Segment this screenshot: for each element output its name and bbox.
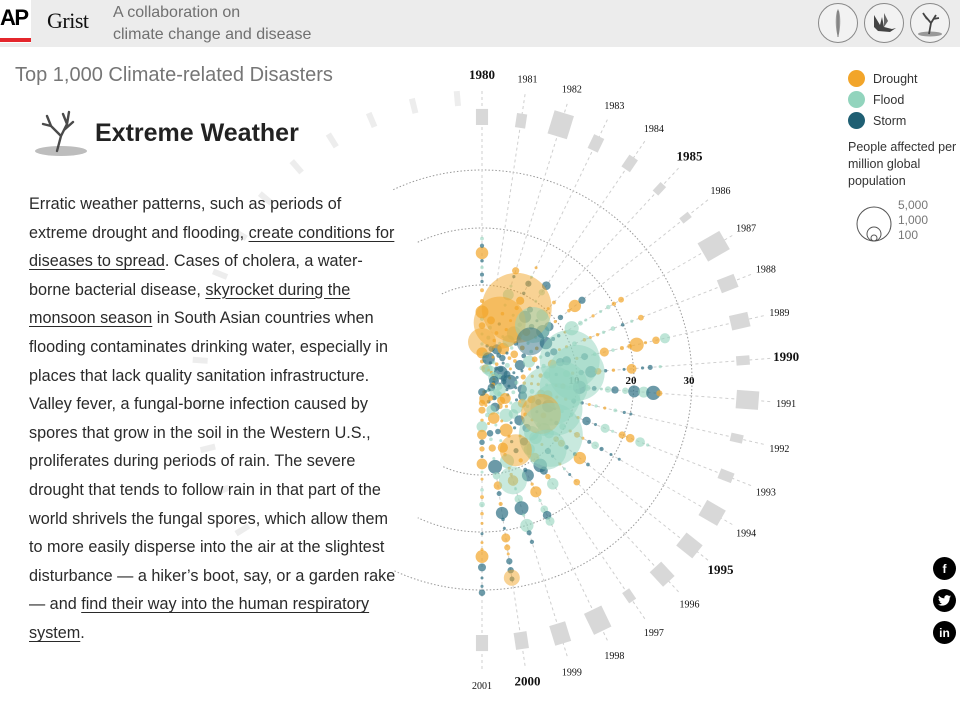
ap-logo-underline: [0, 38, 31, 42]
svg-text:1988: 1988: [756, 265, 776, 276]
article-body: Erratic weather patterns, such as period…: [29, 190, 399, 648]
svg-text:1986: 1986: [710, 186, 730, 197]
section-nav: [818, 3, 950, 43]
section-title: Top 1,000 Climate-related Disasters: [15, 64, 333, 86]
grist-logo[interactable]: Grist: [47, 8, 89, 33]
svg-text:1990: 1990: [773, 349, 799, 364]
link-respiratory-system[interactable]: find their way into the human respirator…: [29, 595, 370, 642]
svg-text:1985: 1985: [676, 148, 703, 163]
link-skyrocket-monsoon[interactable]: skyrocket during the monsoon season: [29, 280, 351, 328]
nav-bird-button[interactable]: [864, 3, 904, 43]
ap-logo[interactable]: AP: [0, 0, 31, 43]
size-label-1000: 1,000: [898, 213, 929, 227]
svg-text:1991: 1991: [776, 399, 796, 410]
svg-text:2000: 2000: [514, 674, 540, 689]
svg-text:1995: 1995: [707, 562, 734, 577]
nav-feather-button[interactable]: [818, 3, 858, 43]
svg-text:2001: 2001: [472, 681, 492, 692]
facebook-share-button[interactable]: f: [933, 557, 956, 580]
flood-swatch-icon: [848, 91, 865, 108]
collaboration-tagline: A collaboration on climate change and di…: [113, 2, 311, 46]
tree-icon: [918, 12, 942, 37]
legend-label: Drought: [873, 71, 918, 86]
facebook-icon: f: [942, 561, 947, 576]
size-legend: 5,000 1,000 100: [848, 196, 958, 246]
body-text-4: .: [80, 623, 85, 642]
svg-text:1992: 1992: [769, 444, 789, 455]
tagline-line-1: A collaboration on: [113, 4, 241, 21]
svg-text:1996: 1996: [679, 600, 699, 611]
svg-text:1980: 1980: [469, 67, 495, 82]
heading-row: Extreme Weather: [33, 108, 299, 158]
svg-text:20: 20: [626, 375, 638, 387]
linkedin-share-button[interactable]: in: [933, 621, 956, 644]
svg-text:1998: 1998: [604, 651, 624, 662]
legend-label: Storm: [873, 113, 907, 128]
tree-icon: [35, 110, 87, 156]
body-text-1: Erratic weather patterns, such as period…: [29, 195, 342, 242]
top-bar: AP Grist A collaboration on climate chan…: [0, 0, 960, 47]
svg-text:1999: 1999: [562, 667, 582, 678]
svg-text:1993: 1993: [756, 487, 776, 498]
bird-icon: [874, 13, 896, 32]
twitter-icon: [938, 595, 951, 606]
svg-text:1994: 1994: [736, 529, 756, 540]
ap-logo-text: AP: [0, 5, 29, 30]
svg-text:1987: 1987: [736, 224, 756, 235]
body-text-3: in South Asian countries when flooding c…: [29, 309, 396, 614]
linkedin-icon: in: [939, 625, 950, 640]
size-label-5000: 5,000: [898, 198, 929, 212]
svg-text:1981: 1981: [517, 74, 537, 85]
svg-text:1989: 1989: [769, 308, 789, 319]
legend-item-storm: Storm: [848, 110, 958, 131]
storm-swatch-icon: [848, 112, 865, 129]
svg-text:30: 30: [684, 375, 696, 387]
legend-item-flood: Flood: [848, 89, 958, 110]
svg-text:1984: 1984: [644, 124, 664, 135]
legend-item-drought: Drought: [848, 68, 958, 89]
body-text-2: . Cases of cholera, a water-borne bacter…: [29, 252, 363, 299]
drought-swatch-icon: [848, 70, 865, 87]
legend-label: Flood: [873, 92, 905, 107]
svg-text:1983: 1983: [604, 101, 624, 112]
svg-text:1982: 1982: [562, 85, 582, 96]
feather-icon: [835, 9, 841, 37]
svg-text:1997: 1997: [644, 628, 664, 639]
size-label-100: 100: [898, 228, 919, 242]
chart-legend: Drought Flood Storm People affected per …: [848, 68, 958, 246]
size-circles-icon: [856, 206, 892, 242]
twitter-share-button[interactable]: [933, 589, 956, 612]
tagline-line-2: climate change and disease: [113, 26, 312, 43]
link-create-conditions[interactable]: create conditions for diseases to spread: [29, 223, 395, 271]
size-legend-title: People affected per million global popul…: [848, 140, 957, 188]
nav-tree-button[interactable]: [910, 3, 950, 43]
page-heading: Extreme Weather: [95, 118, 299, 147]
